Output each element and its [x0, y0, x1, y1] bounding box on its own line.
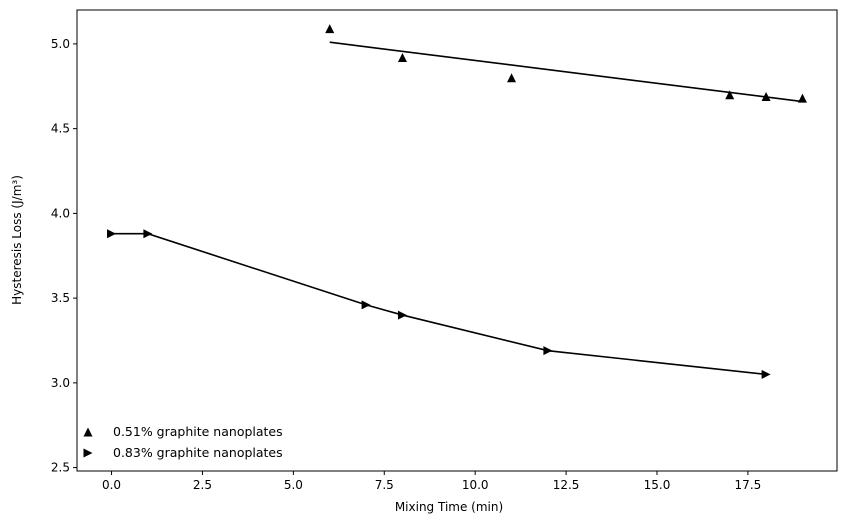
- y-tick-label: 4.5: [51, 122, 70, 136]
- y-tick-label: 2.5: [51, 461, 70, 475]
- plot-frame: [76, 9, 838, 472]
- x-tick-label: 15.0: [644, 478, 671, 492]
- y-axis-ticks: 2.5 3.0 3.5 4.0 4.5 5.0: [51, 37, 77, 475]
- legend-triangle-up: [83, 427, 93, 437]
- series-1: [107, 229, 771, 379]
- data-point: [761, 91, 771, 101]
- legend-marker-0: [83, 427, 93, 437]
- x-tick-label: 17.5: [735, 478, 762, 492]
- x-tick-label: 5.0: [284, 478, 303, 492]
- y-tick-label: 5.0: [51, 37, 70, 51]
- series-0: [325, 24, 807, 103]
- legend-marker-1: [83, 448, 93, 458]
- x-tick-label: 12.5: [553, 478, 580, 492]
- series-layer: [107, 24, 807, 379]
- data-point: [397, 52, 407, 62]
- fit-line: [329, 41, 803, 103]
- data-point: [761, 369, 771, 379]
- legend-label-0: 0.51% graphite nanoplates: [113, 424, 283, 439]
- data-point: [325, 24, 335, 34]
- data-point: [725, 90, 735, 100]
- x-tick-label: 0.0: [102, 478, 121, 492]
- x-tick-label: 10.0: [462, 478, 489, 492]
- y-tick-label: 3.5: [51, 291, 70, 305]
- y-tick-label: 3.0: [51, 376, 70, 390]
- x-axis-ticks: 0.0 2.5 5.0 7.5 10.0 12.5 15.0 17.5: [102, 471, 761, 492]
- data-point: [143, 229, 153, 239]
- y-axis-label: Hysteresis Loss (J/m³): [10, 175, 24, 305]
- data-point: [397, 310, 407, 320]
- x-axis-label: Mixing Time (min): [395, 500, 503, 514]
- legend-label-1: 0.83% graphite nanoplates: [113, 445, 283, 460]
- series-line: [111, 232, 767, 376]
- data-point: [107, 229, 117, 239]
- data-point: [507, 73, 517, 83]
- x-tick-label: 7.5: [375, 478, 394, 492]
- data-point: [361, 300, 371, 310]
- data-point: [543, 346, 553, 356]
- data-point: [797, 93, 807, 103]
- legend-triangle-right: [83, 448, 93, 458]
- x-tick-label: 2.5: [193, 478, 212, 492]
- y-tick-label: 4.0: [51, 206, 70, 220]
- legend: 0.51% graphite nanoplates 0.83% graphite…: [83, 424, 283, 460]
